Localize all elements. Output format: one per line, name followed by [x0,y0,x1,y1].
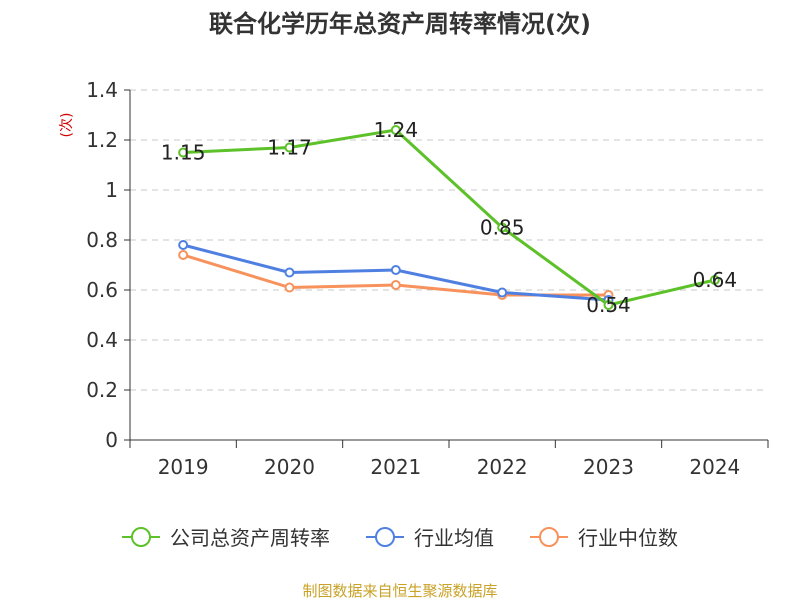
legend-label: 公司总资产周转率 [170,526,330,550]
data-label: 0.64 [693,268,738,292]
x-tick-label: 2019 [158,455,209,479]
y-tick-label: 1.4 [86,78,118,102]
x-tick-label: 2021 [370,455,421,479]
data-point [178,250,189,260]
y-tick-label: 1.2 [86,128,118,152]
data-point [603,300,614,310]
data-point [390,265,401,275]
y-axis-label: (次) [59,113,75,138]
legend-marker-icon [375,527,395,547]
legend-label: 行业中位数 [578,526,678,550]
source-note: 制图数据来自恒生聚源数据库 [302,582,497,600]
data-point [497,287,508,298]
data-point [284,267,295,278]
y-tick-label: 1 [105,178,118,202]
y-tick-label: 0.4 [86,328,118,352]
x-tick-label: 2023 [583,455,634,479]
data-label: 0.85 [480,216,525,240]
legend: 公司总资产周转率 行业均值 行业中位数 [122,526,678,550]
data-point [284,142,295,153]
data-point [390,280,401,290]
x-tick-label: 2024 [689,455,740,479]
data-label: 1.17 [267,136,312,160]
series-layer [178,125,720,310]
y-tick-label: 0 [105,428,118,452]
y-tick-label: 0.8 [86,228,118,252]
x-tick-label: 2020 [264,455,315,479]
data-label-layer: 1.15 1.17 1.24 0.85 0.54 0.64 [161,118,737,317]
grid-layer [130,89,768,391]
y-tick-label: 0.6 [86,278,118,302]
chart-title: 联合化学历年总资产周转率情况(次) [209,10,591,38]
legend-marker-icon [539,527,559,547]
data-point [178,240,189,250]
data-point [390,125,401,135]
legend-label: 行业均值 [414,526,494,550]
data-point [178,147,189,158]
series-line [183,128,716,307]
axis-layer: 0 0.2 0.4 0.6 0.8 1 1.2 1.4 2019 2020 2021 2022 2023… [86,78,769,479]
data-point [709,275,720,285]
y-tick-label: 0.2 [86,378,118,402]
data-label: 1.15 [161,141,206,165]
data-point [497,222,508,233]
data-label: 1.24 [374,118,419,142]
legend-marker-icon [131,527,151,547]
data-label: 0.54 [586,293,631,317]
data-point [284,282,295,293]
x-tick-label: 2022 [477,455,528,479]
